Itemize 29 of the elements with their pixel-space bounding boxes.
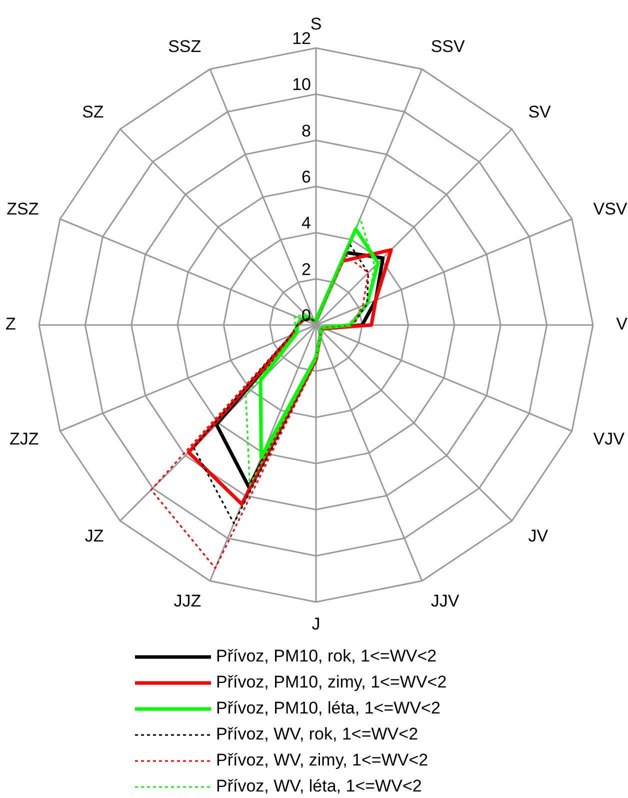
spoke-label: SZ [82, 102, 104, 122]
legend-label: Přívoz, WV, rok, 1<=WV<2 [216, 724, 418, 744]
spoke-label: VSV [593, 200, 628, 219]
spoke-label: V [616, 314, 628, 334]
legend-label: Přívoz, PM10, léta, 1<=WV<2 [216, 698, 440, 718]
y-tick-label: 2 [302, 260, 311, 279]
spoke-label: JJV [430, 592, 460, 611]
spoke-label: Z [6, 314, 16, 334]
legend-label: Přívoz, WV, léta, 1<=WV<2 [216, 776, 422, 796]
spoke-label: ZSZ [6, 200, 39, 219]
y-tick-label: 8 [302, 121, 311, 140]
y-tick-label: 4 [302, 214, 311, 233]
spoke-label: VJV [593, 429, 626, 448]
y-tick-label: 12 [292, 29, 311, 48]
legend-label: Přívoz, PM10, zimy, 1<=WV<2 [216, 672, 447, 692]
legend-label: Přívoz, WV, zimy, 1<=WV<2 [216, 750, 428, 770]
spoke-label: JJZ [174, 592, 202, 611]
y-tick-label: 6 [302, 168, 311, 186]
spoke-label: SV [528, 102, 552, 122]
spoke-label: ZJZ [9, 429, 39, 448]
spoke-label: SSZ [168, 37, 202, 56]
y-tick-label: 0 [302, 306, 311, 325]
spoke-label: S [310, 14, 322, 34]
y-tick-label: 10 [292, 75, 311, 94]
spoke-label: J [312, 614, 320, 634]
spoke-label: JZ [84, 526, 104, 546]
spoke-label: SSV [430, 37, 466, 56]
spoke-label: JV [528, 526, 549, 546]
legend-label: Přívoz, PM10, rok, 1<=WV<2 [216, 646, 437, 666]
